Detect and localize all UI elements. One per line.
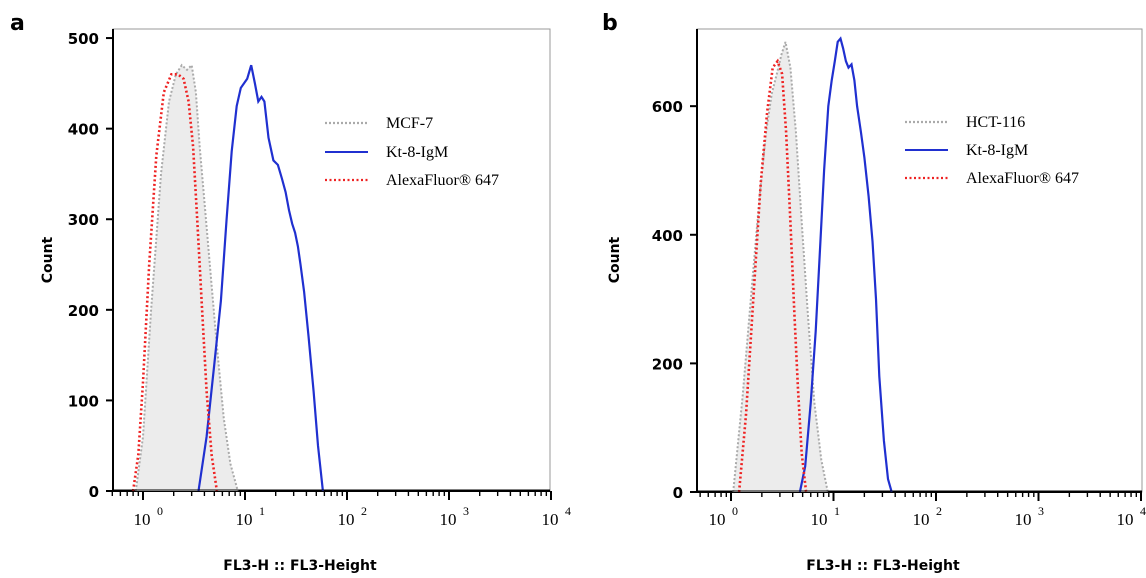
series-area-hct-116 (733, 41, 828, 493)
x-tick-exponent: 2 (361, 504, 367, 518)
legend-item: Kt-8-IgM (905, 142, 1028, 159)
series-line-alexafluor (737, 58, 808, 493)
series-line-kt-8-igm (798, 36, 893, 493)
legend-item: Kt-8-IgM (325, 144, 448, 161)
x-tick-label: 10 (709, 510, 726, 529)
legend-label: Kt-8-IgM (966, 142, 1028, 159)
x-tick-exponent: 4 (565, 504, 571, 518)
x-tick-exponent: 0 (157, 504, 163, 518)
y-axis-label: Count (40, 236, 56, 283)
series-line-mcf-7 (134, 63, 239, 492)
x-tick-exponent: 1 (259, 504, 265, 518)
legend-item: AlexaFluor® 647 (905, 170, 1079, 187)
y-tick-label: 300 (68, 211, 99, 229)
legend: HCT-116 Kt-8-IgM AlexaFluor® 647 (905, 114, 1079, 187)
x-tick-exponent: 3 (1038, 504, 1044, 518)
y-tick-label: 100 (68, 392, 99, 410)
x-tick-exponent: 0 (732, 504, 738, 518)
legend-item: HCT-116 (905, 114, 1025, 131)
x-tick-label: 10 (542, 510, 559, 529)
y-tick-label: 0 (673, 484, 683, 502)
y-tick-label: 500 (68, 30, 99, 48)
legend-label: HCT-116 (966, 114, 1025, 131)
legend-item: AlexaFluor® 647 (325, 172, 499, 189)
x-tick-label: 10 (1015, 510, 1032, 529)
series-layer (697, 36, 1142, 493)
legend-label: Kt-8-IgM (386, 144, 448, 161)
panel-a-letter: a (10, 11, 25, 36)
y-tick-label: 600 (652, 98, 683, 116)
y-tick-label: 0 (89, 483, 99, 501)
x-axis-label: FL3-H :: FL3-Height (223, 558, 377, 574)
x-tick-label: 10 (236, 510, 253, 529)
panel-b: b 0 200 400 600 10 0 10 1 10 2 10 3 10 4 Count FL3-H … (602, 11, 1146, 574)
legend: MCF-7 Kt-8-IgM AlexaFluor® 647 (325, 115, 499, 189)
y-tick-label: 200 (652, 355, 683, 373)
legend-label: AlexaFluor® 647 (386, 172, 499, 189)
x-tick-label: 10 (811, 510, 828, 529)
legend-item: MCF-7 (325, 115, 433, 132)
x-tick-label: 10 (134, 510, 151, 529)
x-tick-exponent: 2 (936, 504, 942, 518)
x-tick-label: 10 (338, 510, 355, 529)
legend-label: MCF-7 (386, 115, 433, 132)
x-tick-label: 10 (913, 510, 930, 529)
x-tick-exponent: 1 (834, 504, 840, 518)
y-tick-label: 400 (652, 227, 683, 245)
series-line-alexafluor (131, 73, 219, 492)
x-tick-label: 10 (440, 510, 457, 529)
y-tick-label: 400 (68, 121, 99, 139)
x-tick-label: 10 (1117, 510, 1134, 529)
y-tick-label: 200 (68, 302, 99, 320)
legend-label: AlexaFluor® 647 (966, 170, 1079, 187)
x-tick-exponent: 4 (1140, 504, 1146, 518)
series-layer (113, 63, 550, 492)
y-axis-label: Count (607, 236, 623, 283)
series-line-kt-8-igm (197, 64, 324, 492)
panel-b-letter: b (602, 11, 618, 36)
x-axis-label: FL3-H :: FL3-Height (806, 558, 960, 574)
x-tick-exponent: 3 (463, 504, 469, 518)
tick-marks: 0 200 400 600 10 0 10 1 10 2 10 3 10 4 (652, 98, 1146, 529)
